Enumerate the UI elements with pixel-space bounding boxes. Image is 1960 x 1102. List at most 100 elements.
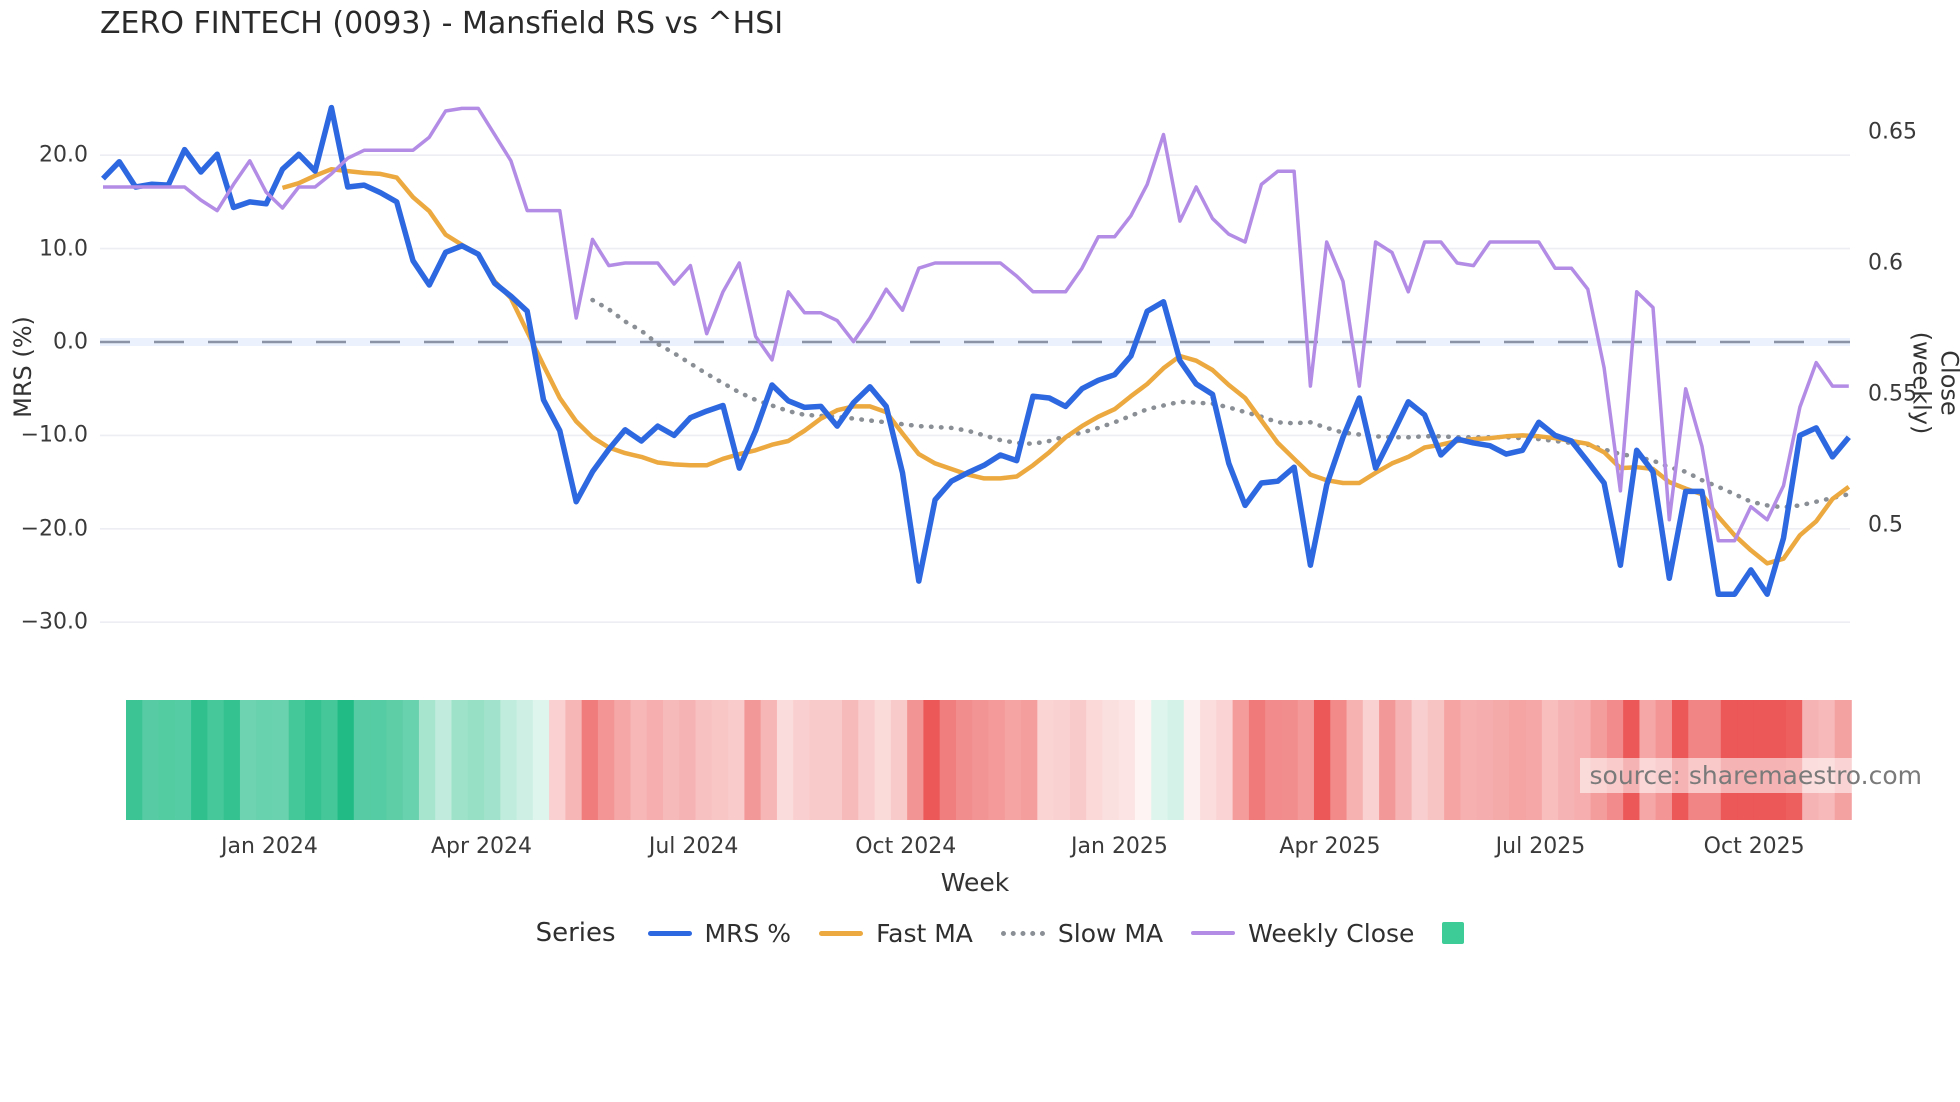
heatmap-bar [223, 700, 241, 820]
heatmap-bar [1037, 700, 1055, 820]
heatmap-bar [305, 700, 323, 820]
heatmap-bar [1362, 700, 1380, 820]
heatmap-bar [939, 700, 957, 820]
y-tick-label-left: −30.0 [20, 609, 88, 635]
heatmap-bar [1265, 700, 1283, 820]
heatmap-bar [256, 700, 274, 820]
heatmap-bar [516, 700, 534, 820]
heatmap-bar [1346, 700, 1364, 820]
x-tick-label: Apr 2025 [1279, 834, 1381, 859]
heatmap-bar [1102, 700, 1120, 820]
heatmap-bar [337, 700, 355, 820]
heatmap-bar [760, 700, 778, 820]
legend-item [1442, 922, 1465, 944]
series-line-mrs- [101, 104, 1851, 597]
legend-item: MRS % [647, 919, 791, 948]
heatmap-bar [825, 700, 843, 820]
heatmap-bar [809, 700, 827, 820]
heatmap-bar [1525, 700, 1543, 820]
heatmap-bar [1297, 700, 1315, 820]
heatmap-bar [1411, 700, 1429, 820]
heatmap-bar [1151, 700, 1169, 820]
page-title: ZERO FINTECH (0093) - Mansfield RS vs ^H… [100, 6, 784, 41]
y-tick-label-left: 10.0 [39, 236, 88, 262]
heatmap-bar [907, 700, 925, 820]
y-tick-label-left: −20.0 [20, 516, 88, 542]
legend-title: Series [535, 918, 616, 948]
heatmap-bar [1200, 700, 1218, 820]
heatmap-bar [353, 700, 371, 820]
x-tick-label: Jan 2025 [1071, 834, 1168, 859]
series-line-fast-ma [281, 166, 1851, 566]
heatmap-bar [695, 700, 713, 820]
heatmap-bar [158, 700, 176, 820]
heatmap-bar [776, 700, 795, 820]
heatmap-bar [1134, 700, 1153, 820]
heatmap-bar [435, 700, 453, 820]
heatmap-bar [1444, 700, 1462, 820]
x-axis-title: Week [940, 868, 1010, 897]
heatmap-bar [728, 700, 746, 820]
x-tick-label: Jan 2024 [220, 834, 318, 859]
x-tick-label: Oct 2025 [1703, 834, 1805, 859]
heatmap-bar [923, 700, 941, 820]
heatmap-bar [207, 700, 225, 820]
series-line-weekly-close [103, 106, 1849, 543]
legend: Series MRS % Fast MA Slow MA Weekly Close [0, 918, 1960, 948]
heatmap-bar [679, 700, 697, 820]
y-tick-label-left: 20.0 [39, 142, 88, 168]
heatmap-bar [1509, 700, 1527, 820]
heatmap-bar [1558, 700, 1576, 820]
heatmap-bar [1069, 700, 1087, 820]
legend-item: Fast MA [819, 919, 973, 948]
heatmap-bar [1313, 700, 1332, 820]
heatmap-bar [1395, 700, 1413, 820]
right-axis-title: Close (weekly) [1907, 331, 1960, 435]
heatmap-bar [711, 700, 729, 820]
legend-swatch-square [1442, 922, 1465, 944]
x-tick-label: Jul 2025 [1495, 834, 1586, 859]
heatmap-bar [402, 700, 420, 820]
left-axis-title: MRS (%) [9, 316, 37, 418]
heatmap-bar [484, 700, 502, 820]
y-tick-label-right: 0.5 [1868, 512, 1903, 538]
series-line-slow-ma [590, 297, 1852, 510]
heatmap-bar [890, 700, 908, 820]
heatmap-bar [272, 700, 290, 820]
y-tick-label-left: 0.0 [53, 329, 88, 355]
heatmap-bar [1004, 700, 1022, 820]
heatmap-bar [1248, 700, 1266, 820]
heatmap-bar [1460, 700, 1478, 820]
heatmap-bar [988, 700, 1006, 820]
legend-item-label: Weekly Close [1248, 918, 1415, 948]
heatmap-bar [663, 700, 681, 820]
y-tick-label-left: −10.0 [20, 422, 88, 448]
legend-item-label: Fast MA [876, 918, 973, 948]
heatmap-bar [1330, 700, 1348, 820]
legend-swatch-line [1191, 931, 1236, 935]
heatmap-bar [239, 700, 257, 820]
heatmap-bar [1427, 700, 1445, 820]
source-note: source: sharemaestro.com [1579, 758, 1932, 793]
heatmap-bar [174, 700, 192, 820]
heatmap-bar [565, 700, 583, 820]
heatmap-bar [842, 700, 860, 820]
heatmap-bar [142, 700, 160, 820]
heatmap-bar [191, 700, 209, 820]
heatmap-bar [597, 700, 616, 820]
y-tick-label-right: 0.55 [1868, 381, 1917, 407]
legend-swatch-dotted-line [1000, 930, 1045, 936]
y-tick-label-right: 0.65 [1868, 119, 1917, 145]
legend-swatch-line [647, 930, 692, 936]
heatmap-bar [386, 700, 404, 820]
legend-item-label: Slow MA [1057, 918, 1164, 948]
heatmap-bar [972, 700, 990, 820]
heatmap-bar [1216, 700, 1234, 820]
heatmap-bar [1379, 700, 1397, 820]
x-tick-label: Apr 2024 [430, 834, 533, 859]
heatmap-bar [1476, 700, 1494, 820]
heatmap-bar [500, 700, 518, 820]
heatmap-bar [744, 700, 762, 820]
heatmap-bar [1232, 700, 1250, 820]
